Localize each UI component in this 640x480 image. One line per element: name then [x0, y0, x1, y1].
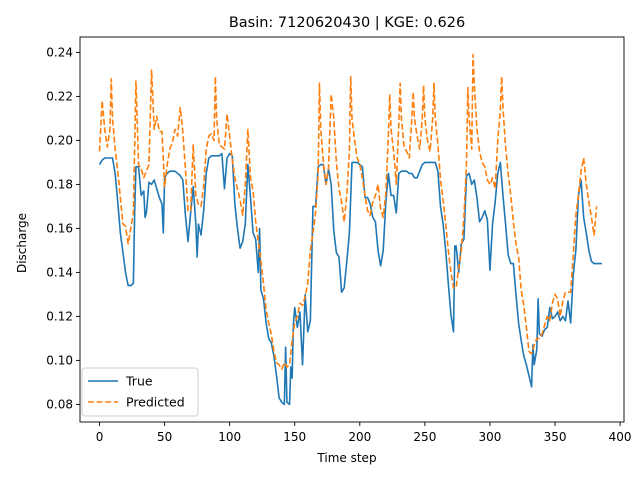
legend-box — [81, 367, 199, 417]
x-tick-label: 0 — [96, 430, 104, 444]
x-tick-label: 350 — [544, 430, 567, 444]
y-tick-label: 0.08 — [46, 398, 73, 412]
y-tick-label: 0.20 — [46, 134, 73, 148]
y-tick-label: 0.24 — [46, 46, 73, 60]
x-tick-label: 300 — [478, 430, 501, 444]
x-tick-label: 50 — [157, 430, 172, 444]
x-tick-label: 200 — [348, 430, 371, 444]
axes-frame — [79, 36, 625, 423]
axes-layer: 0 50 100 150 200 250 300 350 400 0.08 0.10 0.12 0.14… — [46, 36, 632, 444]
y-axis-label: Discharge — [15, 213, 29, 273]
series-line-predicted — [98, 53, 598, 370]
legend: True Predicted — [81, 367, 199, 417]
x-tick-label: 150 — [283, 430, 306, 444]
y-tick-label: 0.14 — [46, 266, 73, 280]
series-layer — [98, 53, 602, 406]
y-tick-label: 0.16 — [46, 222, 73, 236]
y-tick-label: 0.22 — [46, 90, 73, 104]
y-tick-label: 0.12 — [46, 310, 73, 324]
y-tick-label: 0.18 — [46, 178, 73, 192]
y-tick-label: 0.10 — [46, 354, 73, 368]
x-tick-label: 400 — [609, 430, 632, 444]
x-axis-label: Time step — [316, 451, 376, 465]
x-tick-label: 100 — [218, 430, 241, 444]
x-tick-label: 250 — [413, 430, 436, 444]
series-line-true — [98, 152, 602, 406]
chart-title: Basin: 7120620430 | KGE: 0.626 — [229, 15, 465, 31]
legend-label-predicted: Predicted — [126, 395, 185, 410]
legend-label-true: True — [125, 374, 153, 389]
